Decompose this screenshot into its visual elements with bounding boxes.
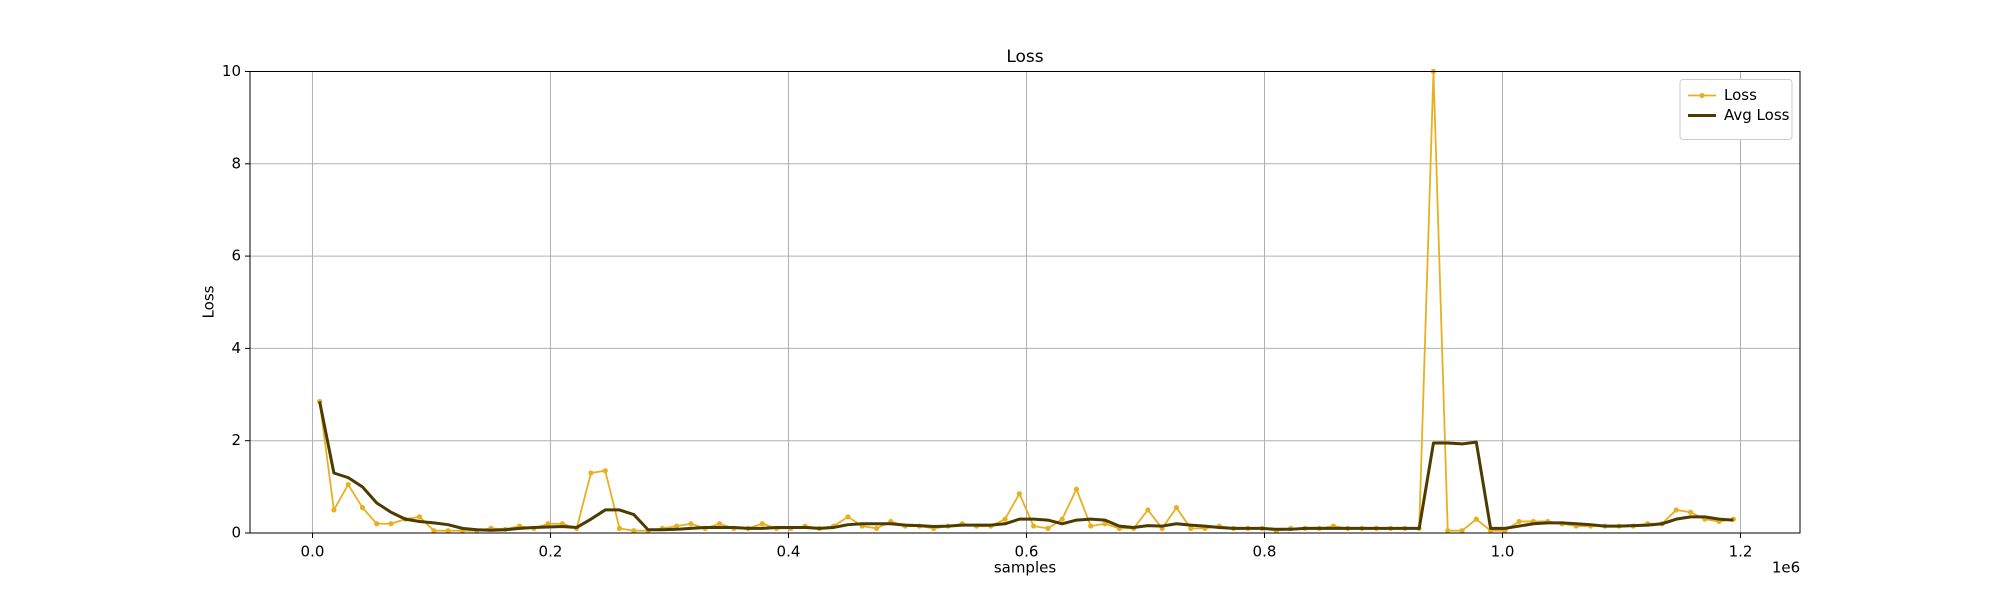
data-point: [588, 470, 594, 476]
data-point: [445, 528, 451, 534]
data-point: [1002, 516, 1008, 522]
chart-title: Loss: [1006, 47, 1043, 67]
data-point: [1073, 486, 1080, 492]
data-point: [416, 514, 423, 520]
data-point: [602, 468, 608, 474]
x-tick-label: 0.2: [539, 543, 563, 561]
data-point: [559, 521, 565, 527]
data-point: [1031, 523, 1037, 529]
data-point: [1016, 491, 1022, 497]
y-tick-label: 0: [231, 524, 241, 542]
x-tick-label: 0.6: [1015, 543, 1039, 561]
x-tick-label: 0.4: [777, 543, 801, 561]
data-point: [345, 481, 351, 488]
data-point: [1188, 525, 1194, 531]
data-point: [716, 521, 723, 527]
x-tick-label: 0.8: [1253, 543, 1277, 561]
x-tick-label: 1.2: [1729, 543, 1753, 561]
series-line: [318, 401, 1734, 532]
data-point: [374, 521, 380, 527]
y-tick-label: 4: [231, 339, 241, 357]
y-tick-label: 6: [231, 247, 241, 265]
series-line: [318, 70, 1734, 532]
data-point: [331, 507, 337, 513]
y-axis-label: Loss: [200, 285, 218, 318]
data-point: [1445, 528, 1451, 534]
data-point: [1145, 507, 1151, 513]
data-point: [759, 521, 765, 527]
y-tick-label: 8: [231, 154, 241, 172]
data-point: [616, 525, 623, 531]
x-axis-label: samples: [994, 559, 1057, 577]
legend-label: Loss: [1724, 86, 1757, 104]
x-offset-label: 1e6: [1772, 559, 1800, 577]
data-point: [631, 528, 637, 534]
data-point: [1516, 518, 1522, 525]
data-point: [1045, 525, 1051, 531]
data-point: [1173, 505, 1180, 511]
data-point: [1059, 516, 1065, 522]
data-point: [431, 528, 437, 534]
data-point: [1687, 509, 1694, 515]
data-point: [873, 525, 880, 531]
data-point: [1102, 521, 1108, 527]
data-point: [674, 523, 680, 529]
data-point: [845, 514, 851, 520]
data-point: [388, 521, 394, 527]
y-tick-label: 10: [222, 62, 241, 80]
legend-box: [1679, 79, 1793, 140]
legend-label: Avg Loss: [1724, 106, 1790, 124]
data-point: [359, 505, 366, 511]
y-tick-label: 2: [231, 431, 241, 449]
x-tick-label: 1.0: [1491, 543, 1515, 561]
data-point: [1459, 528, 1465, 534]
x-tick-label: 0.0: [301, 543, 325, 561]
data-point: [688, 521, 694, 527]
data-point: [1473, 516, 1479, 522]
data-point: [1673, 507, 1679, 513]
data-point: [1088, 523, 1094, 529]
legend-marker: [1699, 92, 1705, 99]
plot-frame: [249, 71, 1801, 534]
data-point: [545, 521, 551, 527]
